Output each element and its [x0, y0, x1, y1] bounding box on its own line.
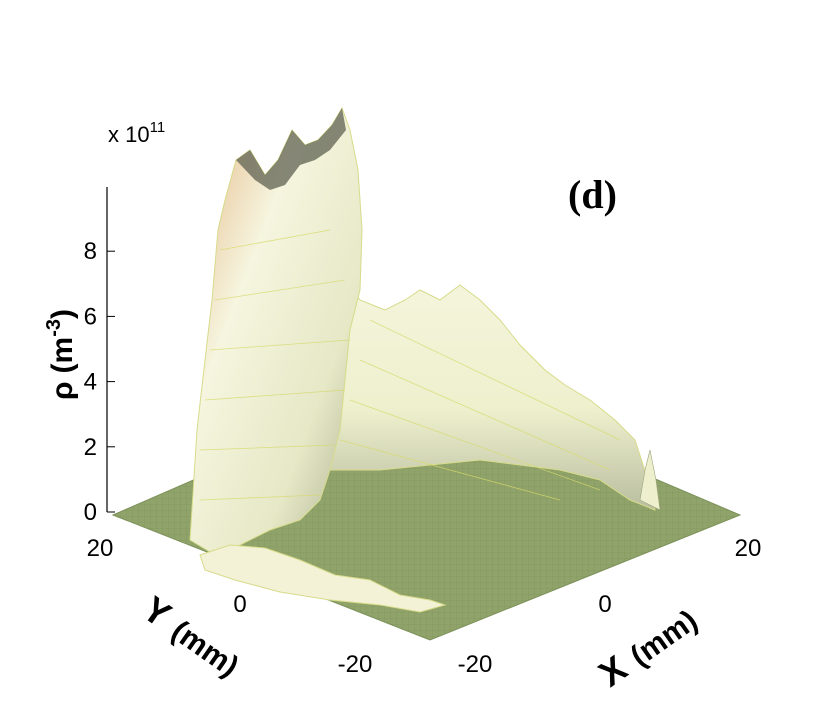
z-tick-label: 6: [84, 303, 97, 330]
ridge-front: [199, 544, 447, 613]
xy-ticks: -20 0 20 -20 0 20: [87, 535, 762, 678]
z-tick-label: 8: [84, 238, 97, 265]
edge-bump: [639, 449, 661, 511]
z-tick-label: 0: [84, 499, 97, 526]
x-tick-label: 20: [735, 535, 762, 562]
z-axis-label: ρ(m-3): [43, 309, 79, 400]
z-tick-label: 4: [84, 369, 97, 396]
x-tick-label: 0: [598, 591, 611, 618]
z-tick-label: 2: [84, 434, 97, 461]
z-ticks: 0 2 4 6 8: [84, 238, 115, 526]
crest-shadow: [236, 108, 346, 190]
y-tick-label: 20: [87, 535, 114, 562]
y-axis-label: Y(mm): [135, 588, 248, 684]
z-scale-multiplier: x 1011: [108, 119, 165, 147]
panel-label: (d): [568, 172, 617, 217]
y-tick-label: 0: [233, 591, 246, 618]
y-tick-label: -20: [338, 651, 373, 678]
mesh-lines: [199, 229, 621, 501]
x-tick-label: -20: [458, 651, 493, 678]
